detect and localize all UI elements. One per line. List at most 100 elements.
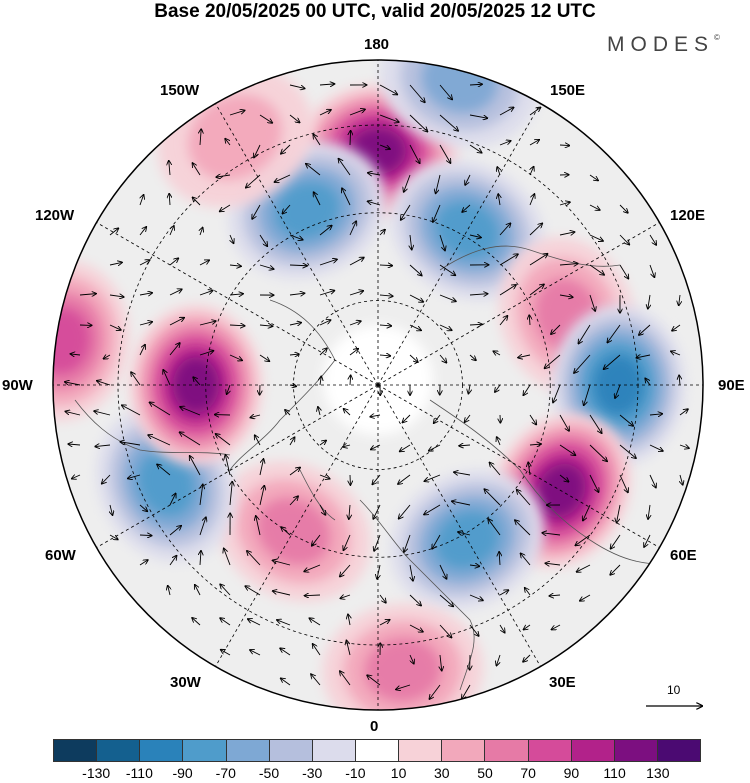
coastline <box>359 499 475 691</box>
wind-arrow <box>157 464 171 476</box>
wind-arrow <box>289 385 296 386</box>
wind-arrow <box>636 355 651 358</box>
colorbar-tick-label: 90 <box>563 765 580 781</box>
wind-arrow <box>434 414 441 423</box>
wind-arrow <box>65 411 81 416</box>
wind-arrow <box>192 163 201 176</box>
wind-arrow <box>619 264 628 279</box>
colorbar-box <box>183 740 227 761</box>
wind-arrow <box>545 354 561 368</box>
wind-arrow <box>199 321 216 326</box>
wind-arrow <box>109 295 124 297</box>
wind-arrow <box>250 650 261 656</box>
wind-arrow <box>190 456 201 476</box>
wind-arrow <box>277 620 291 626</box>
wind-arrow <box>584 384 591 405</box>
wind-arrow <box>409 354 418 362</box>
wind-arrow <box>469 624 479 636</box>
wind-arrow <box>370 415 381 417</box>
wind-arrow <box>399 504 411 519</box>
wind-arrow <box>350 131 351 146</box>
wind-arrow <box>199 351 213 356</box>
colorbar-tick-label: 110 <box>603 765 626 781</box>
wind-arrow <box>545 563 561 565</box>
wind-arrow <box>199 291 213 296</box>
wind-arrow <box>409 84 425 102</box>
wind-arrow <box>349 349 358 356</box>
coastlines <box>74 245 691 691</box>
wind-arrow <box>525 588 531 596</box>
wind-arrow <box>439 234 445 250</box>
meridian-line <box>215 103 379 386</box>
wind-arrow <box>289 468 300 476</box>
wind-arrow <box>312 534 321 546</box>
wind-arrow <box>499 223 510 236</box>
wind-arrow <box>371 444 381 449</box>
wind-arrow <box>318 407 320 416</box>
wind-arrow <box>139 345 145 356</box>
meridian-line <box>215 384 379 667</box>
wind-arrow <box>529 254 548 266</box>
colorbar-box <box>571 740 615 761</box>
wind-arrow <box>574 354 591 373</box>
wind-arrow <box>439 624 451 638</box>
meridian-line <box>96 384 379 548</box>
wind-arrow <box>515 520 531 536</box>
wind-arrow <box>320 376 321 386</box>
wind-arrow <box>220 584 231 596</box>
wind-arrow <box>619 444 636 458</box>
colorbar-box <box>226 740 270 761</box>
wind-arrow <box>578 324 591 344</box>
wind-arrow <box>71 354 81 355</box>
colorbar-box <box>528 740 572 761</box>
colorbar-tick-label: -30 <box>302 765 323 781</box>
wind-arrow <box>289 293 304 295</box>
wind-arrow <box>309 618 321 626</box>
polar-stereographic-map <box>52 59 704 711</box>
wind-arrow <box>259 459 263 476</box>
wind-arrow <box>639 324 651 335</box>
wind-arrow <box>281 527 291 536</box>
wind-arrow <box>192 618 201 626</box>
map-title: Base 20/05/2025 00 UTC, valid 20/05/2025… <box>154 1 596 22</box>
wind-arrow <box>372 474 381 484</box>
wind-arrow <box>553 384 561 402</box>
wind-arrow <box>200 129 201 146</box>
colorbar-box <box>614 740 658 761</box>
wind-arrow <box>314 192 321 206</box>
wind-arrow <box>648 504 650 519</box>
colorbar-tick-label: 50 <box>477 765 493 781</box>
wind-arrow <box>169 194 170 206</box>
wind-arrow <box>256 516 261 536</box>
wind-arrow <box>259 354 269 361</box>
wind-arrow <box>439 84 452 99</box>
wind-arrow <box>589 474 599 492</box>
wind-arrow <box>343 445 351 447</box>
colorbar-box <box>140 740 184 761</box>
wind-arrow <box>379 84 397 94</box>
wind-arrow <box>439 594 453 606</box>
colorbar-box <box>399 740 443 761</box>
wind-arrow <box>304 564 321 571</box>
wind-arrow <box>649 234 656 245</box>
wind-arrow <box>403 414 411 422</box>
wind-arrow <box>216 175 231 177</box>
wind-arrow <box>409 114 427 132</box>
wind-arrow <box>220 618 231 626</box>
wind-arrow <box>398 474 411 484</box>
wind-arrow <box>396 684 411 689</box>
colorbar-tick-label: -110 <box>125 765 153 781</box>
wind-arrow <box>379 265 392 266</box>
map-border <box>52 59 704 711</box>
lon-label-60e: 60E <box>670 547 697 564</box>
wind-arrow <box>199 260 209 266</box>
wind-arrow <box>439 324 452 330</box>
wind-arrow <box>230 482 232 506</box>
wind-arrow <box>379 620 390 626</box>
wind-arrow <box>529 223 542 236</box>
wind-arrow <box>289 496 298 506</box>
wind-arrow <box>429 444 441 451</box>
wind-arrow <box>169 161 170 176</box>
wind-arrow <box>79 294 96 295</box>
wind-arrow <box>409 264 422 276</box>
